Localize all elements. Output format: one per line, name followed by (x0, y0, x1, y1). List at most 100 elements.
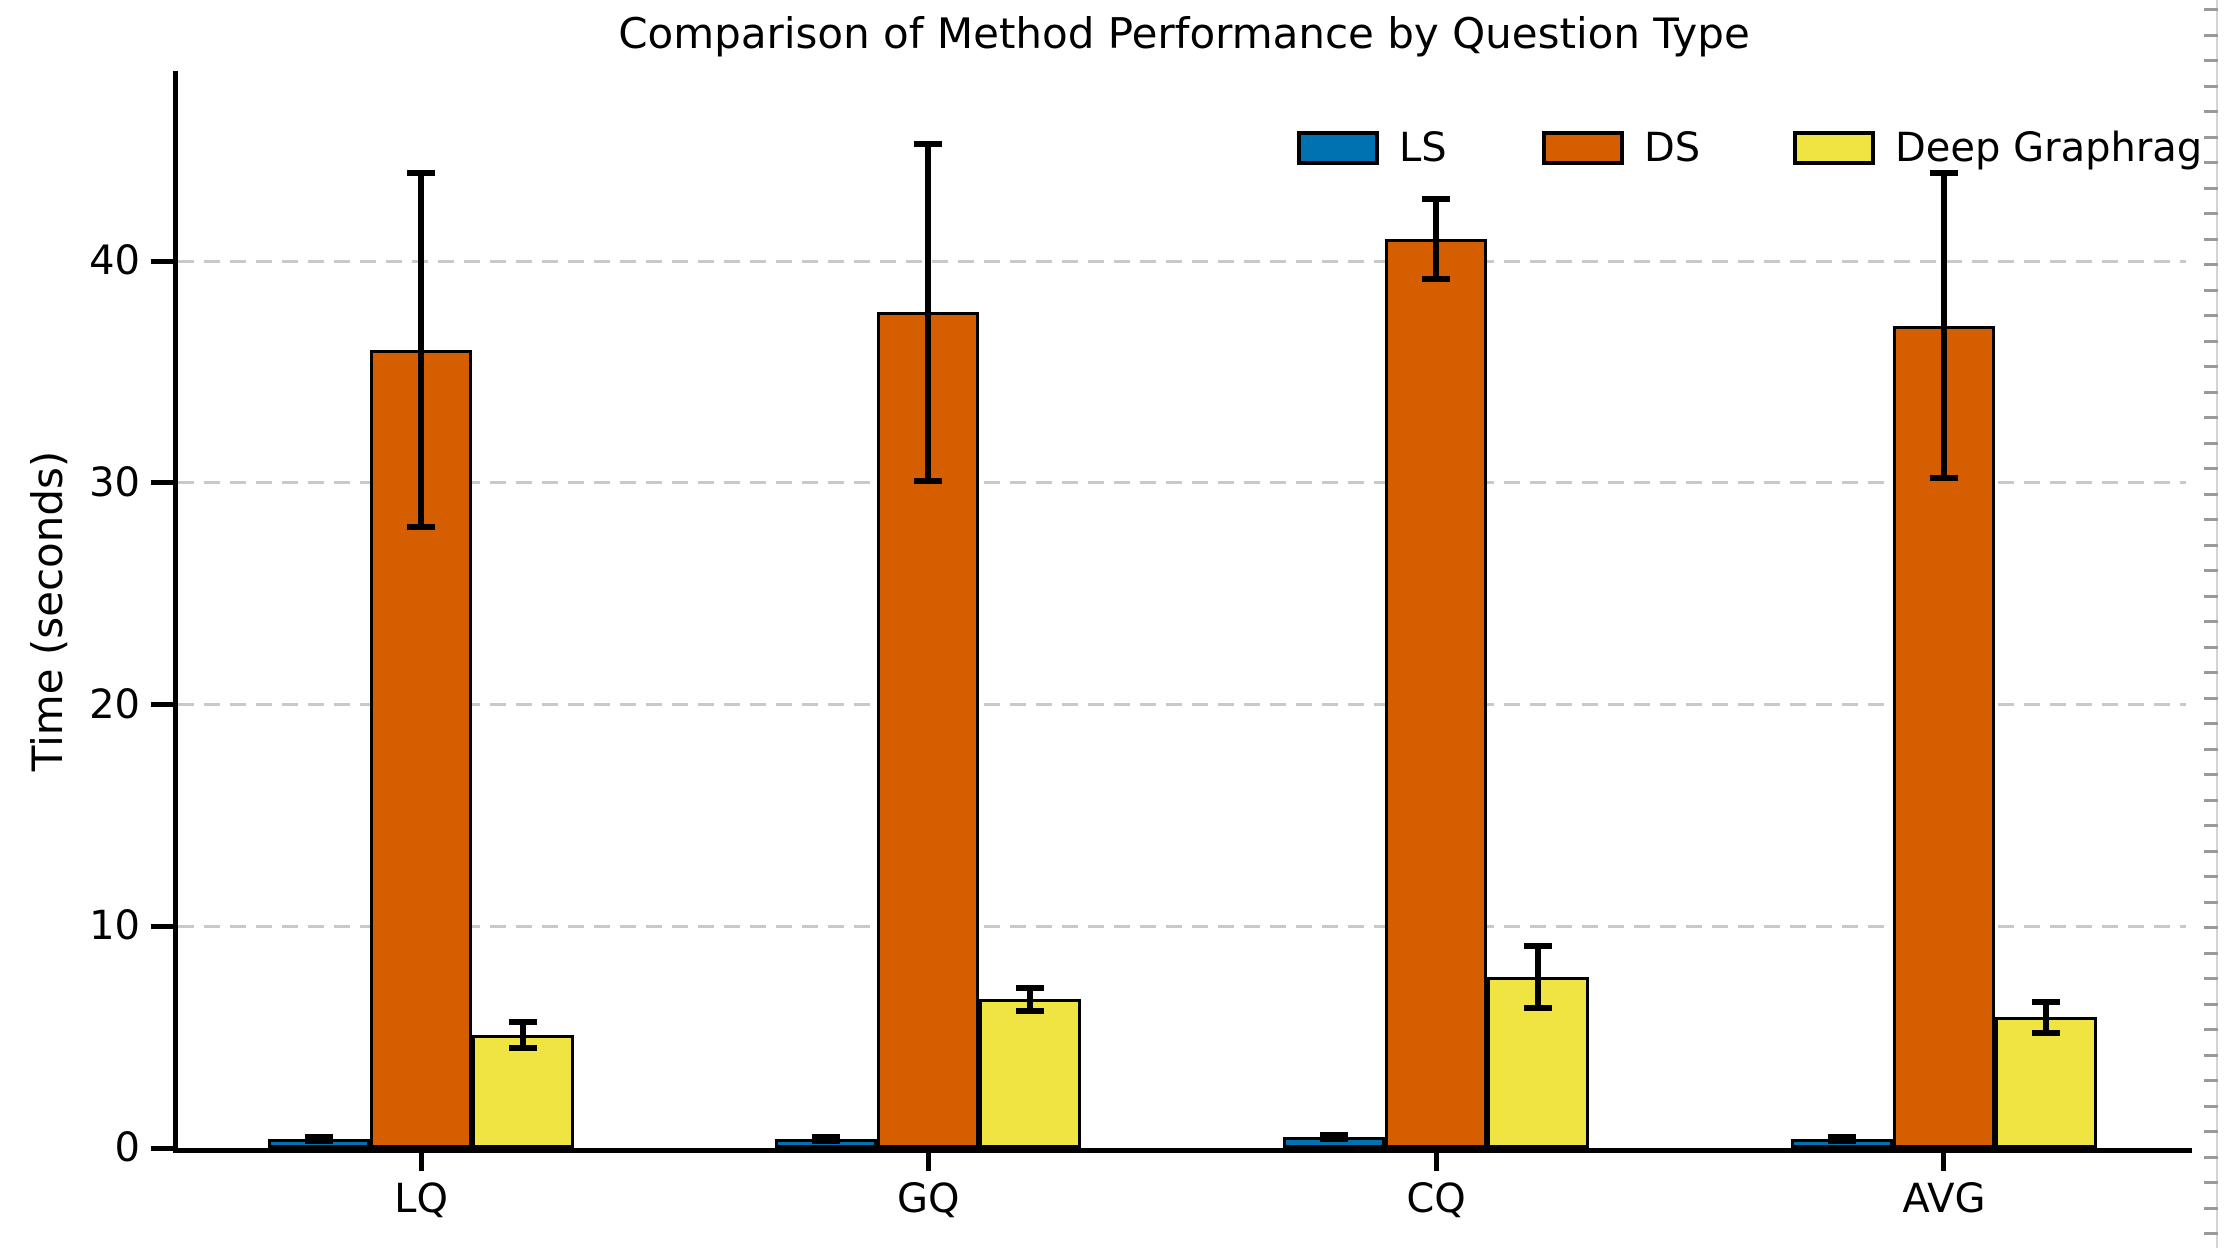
right-edge-minor-tick (2204, 161, 2218, 164)
error-bar-cap (914, 477, 943, 484)
right-edge-minor-tick (2204, 543, 2218, 547)
right-edge-minor-tick (2204, 747, 2218, 751)
right-edge-minor-tick (2204, 339, 2218, 343)
y-tick-mark (151, 480, 173, 486)
right-edge-minor-tick (2204, 1104, 2218, 1108)
y-tick-mark (151, 258, 173, 264)
y-tick-label: 20 (89, 681, 140, 728)
y-tick-label: 40 (89, 238, 140, 285)
error-bar-cap (407, 524, 436, 531)
right-edge-minor-tick (2204, 1028, 2218, 1031)
error-bar (2042, 1001, 2049, 1033)
gridline-y20 (178, 703, 2186, 707)
right-edge-minor-tick (2204, 314, 2218, 317)
y-axis-label: Time (seconds) (23, 450, 72, 772)
bar-cq-ds (1385, 239, 1488, 1148)
right-edge-minor-tick (2204, 594, 2218, 598)
error-bar-cap (407, 169, 436, 176)
right-edge-minor-tick (2204, 390, 2218, 394)
x-tick-mark (925, 1153, 931, 1171)
y-tick-label: 10 (89, 903, 140, 950)
right-edge-minor-tick (2204, 518, 2218, 521)
error-bar-cap (812, 1133, 841, 1140)
error-bar (1940, 172, 1947, 479)
right-edge-minor-tick (2204, 416, 2218, 419)
right-edge-minor-tick (2204, 186, 2218, 190)
right-edge-minor-tick (2204, 824, 2218, 827)
bar-lq-deep-graphrag (472, 1034, 575, 1148)
right-edge-minor-tick (2204, 926, 2218, 929)
right-edge-minor-tick (2204, 798, 2218, 802)
right-edge-minor-tick (2204, 441, 2218, 445)
right-edge-minor-tick (2204, 696, 2218, 700)
error-bar-cap (509, 1018, 538, 1025)
right-edge-minor-tick (2204, 1155, 2218, 1159)
x-tick-mark (1433, 1153, 1439, 1171)
right-edge-minor-tick (2204, 875, 2218, 878)
plot-area (173, 71, 2192, 1153)
right-edge-minor-tick (2204, 951, 2218, 955)
error-bar-cap (1422, 196, 1451, 203)
right-edge-minor-tick (2204, 1232, 2218, 1235)
deep-graphrag-color-swatch (1793, 131, 1875, 165)
y-tick-mark (151, 1145, 173, 1151)
right-edge-minor-tick (2204, 84, 2218, 88)
right-edge-minor-tick (2204, 492, 2218, 496)
error-bar-cap (305, 1138, 334, 1145)
right-edge-minor-tick (2204, 135, 2218, 139)
error-bar-cap (2031, 1029, 2060, 1036)
right-edge-minor-tick (2204, 722, 2218, 725)
right-edge-minor-tick (2204, 365, 2218, 368)
right-edge-minor-tick (2204, 110, 2218, 113)
right-edge-minor-tick (2204, 569, 2218, 572)
right-edge-minor-tick (2204, 1079, 2218, 1082)
right-edge-minor-tick (2204, 1053, 2218, 1057)
right-edge-minor-tick (2204, 59, 2218, 62)
right-edge-axis-line (2216, 0, 2218, 1248)
legend-label-ls: LS (1399, 125, 1447, 171)
x-tick-mark (418, 1153, 424, 1171)
x-tick-label-lq: LQ (394, 1176, 448, 1222)
right-edge-minor-tick (2204, 645, 2218, 649)
right-edge-minor-tick (2204, 288, 2218, 292)
bar-avg-deep-graphrag (1994, 1017, 2097, 1148)
error-bar-cap (1422, 275, 1451, 282)
y-tick-mark (151, 702, 173, 708)
error-bar-cap (1016, 985, 1045, 992)
bar-avg-ds (1892, 325, 1995, 1148)
ds-color-swatch (1542, 131, 1624, 165)
error-bar-cap (812, 1138, 841, 1145)
legend-item-ds: DS (1542, 126, 1700, 170)
bar-gq-deep-graphrag (979, 999, 1082, 1148)
right-edge-minor-tick (2204, 620, 2218, 623)
y-tick-label: 0 (114, 1125, 140, 1171)
error-bar-cap (1929, 475, 1958, 482)
error-bar-cap (1320, 1136, 1349, 1143)
legend-label-ds: DS (1644, 125, 1701, 171)
error-bar-cap (1827, 1138, 1856, 1145)
error-bar-cap (914, 140, 943, 147)
error-bar-cap (1320, 1131, 1349, 1138)
gridline-y10 (178, 924, 2186, 928)
legend-item-deep-graphrag: Deep Graphrag (1793, 126, 2202, 170)
right-edge-minor-tick (2204, 212, 2218, 215)
right-edge-minor-tick (2204, 8, 2218, 11)
right-edge-minor-tick (2204, 977, 2218, 980)
right-edge-minor-tick (2204, 773, 2218, 776)
error-bar (925, 143, 932, 481)
x-axis-spine (173, 1148, 2192, 1153)
y-axis-spine (173, 71, 178, 1153)
right-edge-minor-tick (2204, 671, 2218, 674)
right-edge-minor-tick (2204, 467, 2218, 470)
right-edge-minor-tick (2204, 849, 2218, 853)
right-edge-minor-tick (2204, 237, 2218, 241)
right-edge-minor-tick (2204, 900, 2218, 904)
error-bar (1535, 946, 1542, 1009)
right-edge-minor-tick (2204, 1181, 2218, 1184)
error-bar-cap (1827, 1133, 1856, 1140)
ls-color-swatch (1297, 131, 1379, 165)
y-tick-label: 30 (89, 459, 140, 506)
y-tick-mark (151, 923, 173, 929)
error-bar-cap (2031, 998, 2060, 1005)
